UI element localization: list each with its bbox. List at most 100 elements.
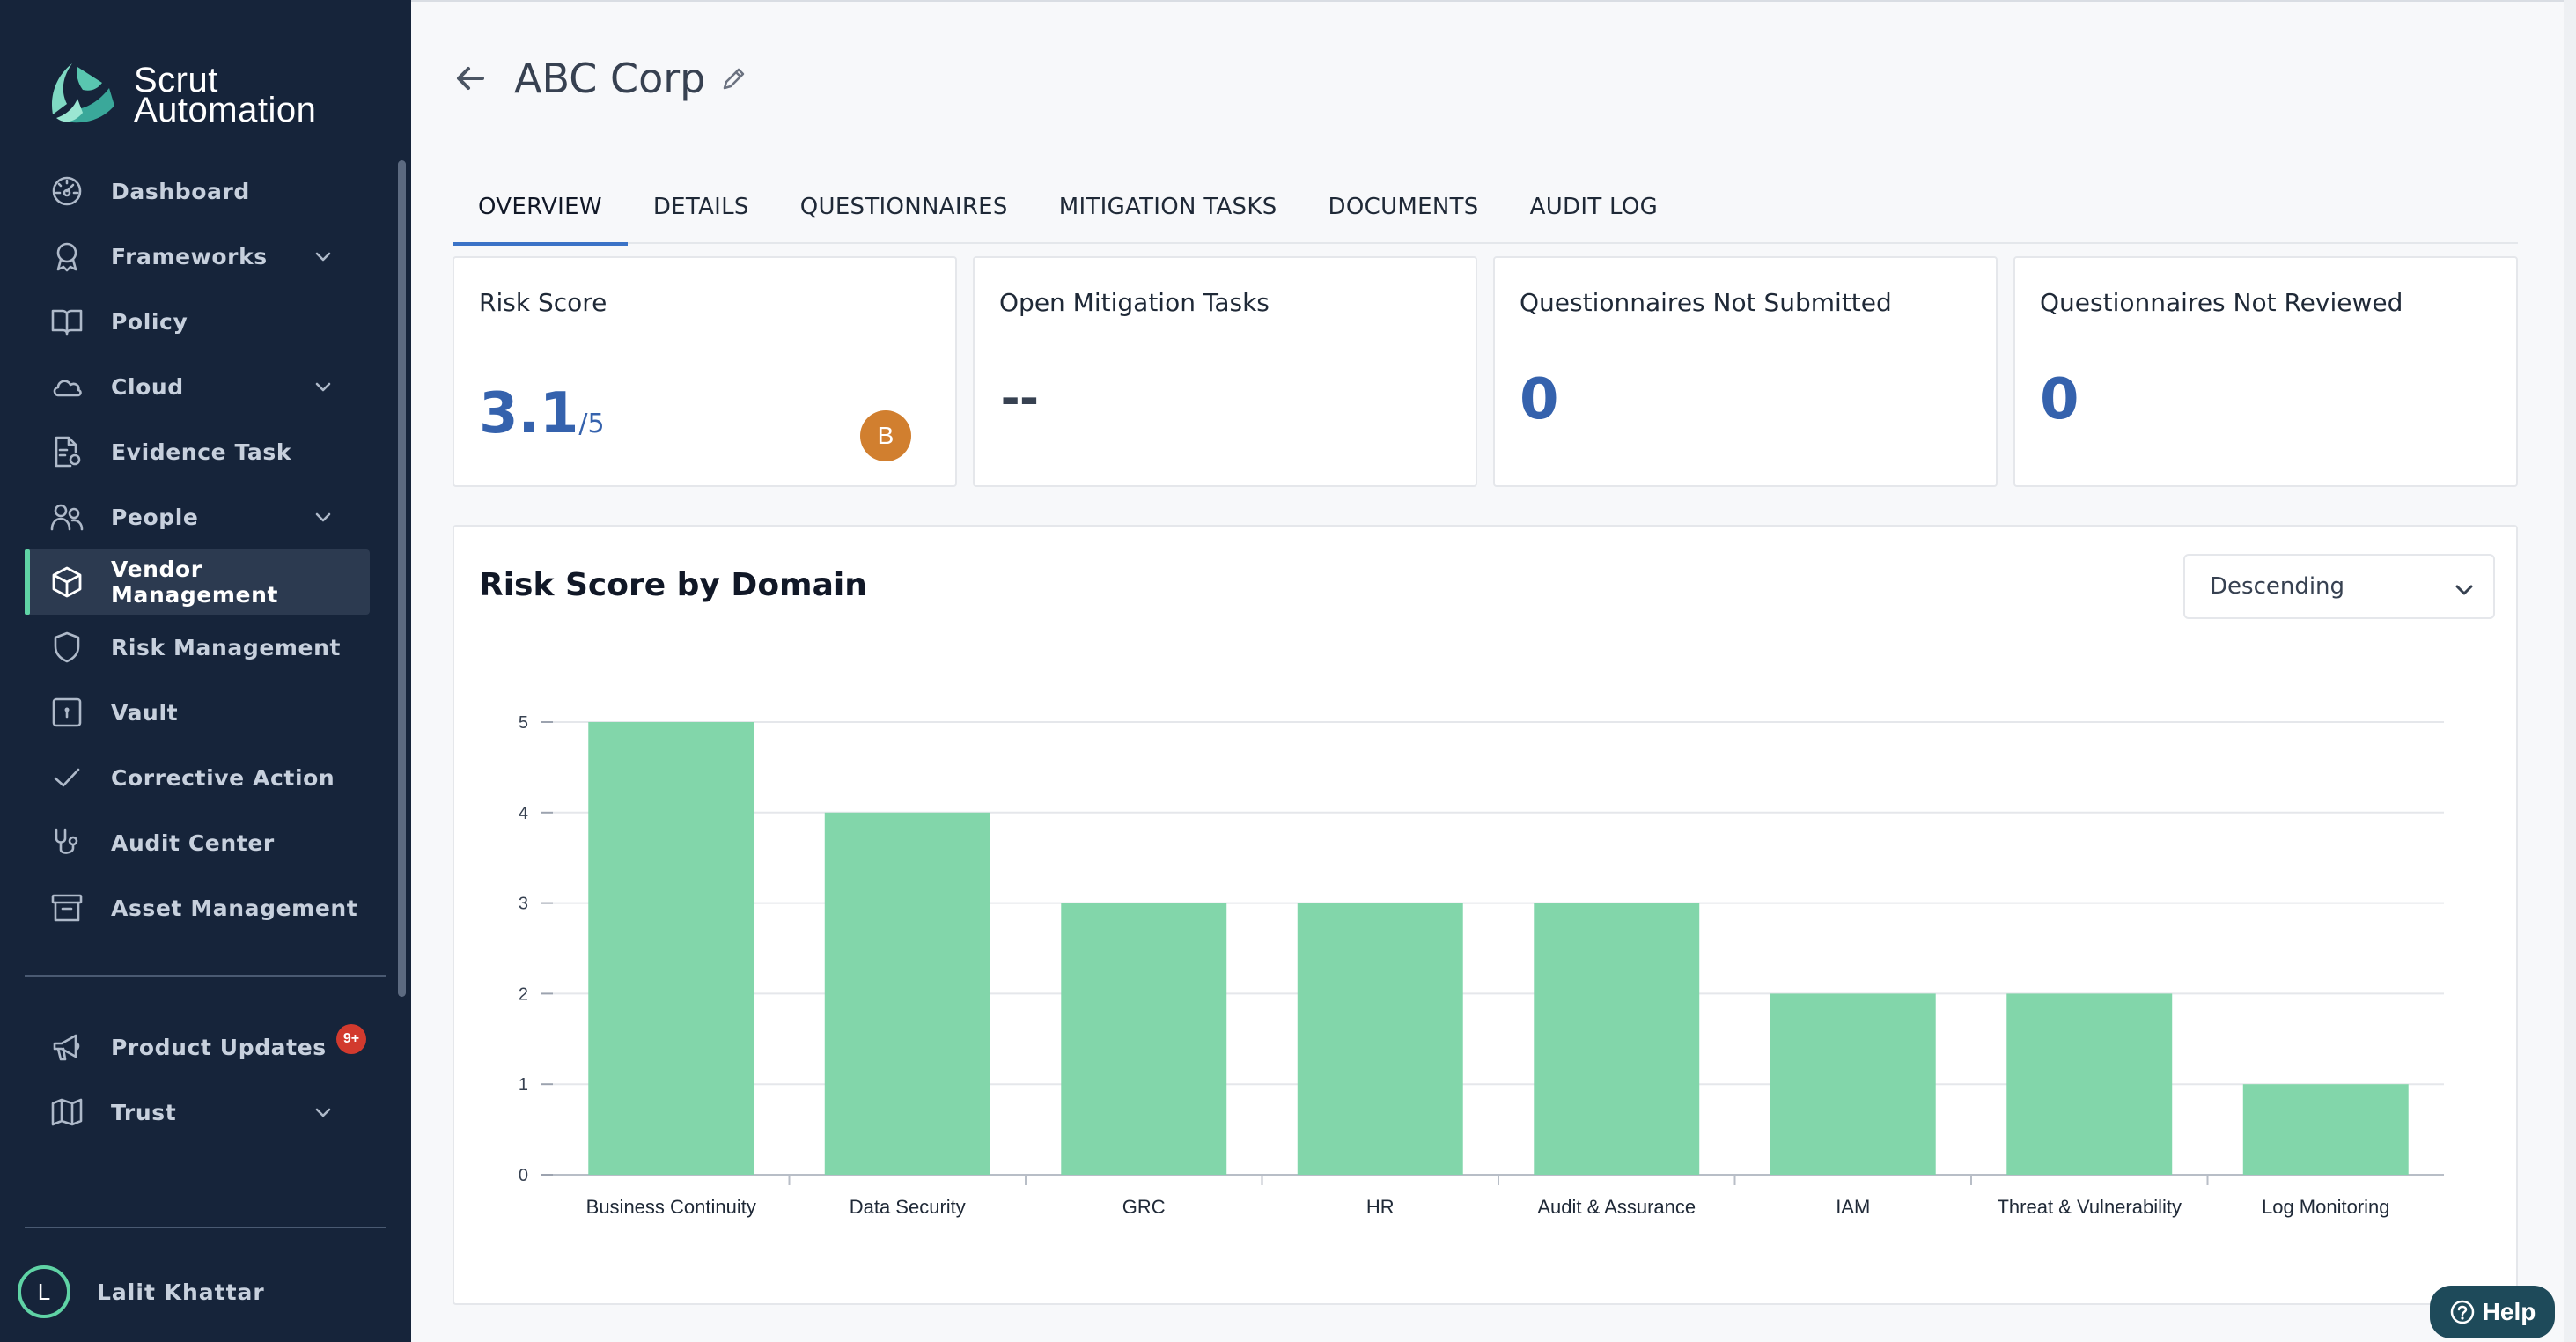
sidebar-item-frameworks[interactable]: Frameworks xyxy=(25,224,370,289)
risk-grade-badge: B xyxy=(860,410,911,461)
bar-hr xyxy=(1297,903,1463,1175)
y-tick-label: 0 xyxy=(519,1166,528,1185)
megaphone-icon xyxy=(49,1029,85,1065)
sidebar-item-label: Audit Center xyxy=(111,830,275,856)
brand-logo[interactable]: Scrut Automation xyxy=(48,60,316,130)
sidebar-item-label: Policy xyxy=(111,308,188,335)
bar-threat-vulnerability xyxy=(2006,993,2173,1175)
bar-business-continuity xyxy=(588,722,754,1175)
user-profile[interactable]: L Lalit Khattar xyxy=(18,1265,265,1318)
page-title: ABC Corp xyxy=(514,55,706,102)
risk-score-title: Risk Score xyxy=(479,288,607,317)
sidebar-item-label: Risk Management xyxy=(111,634,342,660)
edit-pencil-icon[interactable] xyxy=(719,63,749,93)
sidebar-item-policy[interactable]: Policy xyxy=(25,289,370,354)
box-icon xyxy=(49,564,85,600)
sidebar-divider-bottom xyxy=(25,1227,386,1228)
dashboard-icon xyxy=(49,173,85,209)
chevron-down-icon[interactable] xyxy=(313,1102,333,1122)
not-submitted-title: Questionnaires Not Submitted xyxy=(1520,288,1892,317)
sidebar-item-label: Vendor Management xyxy=(111,557,279,608)
shield-icon xyxy=(49,630,85,665)
book-icon xyxy=(49,304,85,339)
sidebar-item-people[interactable]: People xyxy=(25,484,370,549)
award-icon xyxy=(49,239,85,274)
tab-audit-log[interactable]: AUDIT LOG xyxy=(1529,193,1659,220)
archive-icon xyxy=(49,890,85,925)
open-mitigation-tasks-card: Open Mitigation Tasks -- xyxy=(973,256,1477,487)
x-tick-label: IAM xyxy=(1836,1196,1870,1218)
sidebar-item-audit-center[interactable]: Audit Center xyxy=(25,810,370,875)
page-scrollbar[interactable] xyxy=(2564,0,2576,1342)
x-tick-label: Audit & Assurance xyxy=(1537,1196,1696,1218)
sidebar-item-corrective-action[interactable]: Corrective Action xyxy=(25,745,370,810)
sidebar-item-dashboard[interactable]: Dashboard xyxy=(25,159,370,224)
brand-line2: Automation xyxy=(134,91,317,129)
tab-overview[interactable]: OVERVIEW xyxy=(453,169,628,246)
sidebar-item-label: Trust xyxy=(111,1099,177,1125)
y-tick-label: 4 xyxy=(519,804,528,823)
sidebar-item-trust[interactable]: Trust xyxy=(25,1080,370,1145)
top-border xyxy=(411,0,2576,2)
bar-iam xyxy=(1770,993,1936,1175)
sidebar-item-label: People xyxy=(111,504,199,530)
x-tick-label: Business Continuity xyxy=(586,1196,756,1218)
risk-score-by-domain-panel: Risk Score by Domain Descending 0 1 2 3 4 5 Bu… xyxy=(453,525,2518,1305)
questionnaires-not-reviewed-card: Questionnaires Not Reviewed 0 xyxy=(2013,256,2518,487)
chevron-down-icon[interactable] xyxy=(313,247,333,266)
tab-bar: OVERVIEW DETAILS QUESTIONNAIRES MITIGATION … xyxy=(453,169,2518,246)
sidebar-scrollbar[interactable] xyxy=(398,160,406,997)
y-tick-label: 5 xyxy=(519,713,528,733)
document-gear-icon xyxy=(49,434,85,469)
cloud-icon xyxy=(49,369,85,404)
tab-documents[interactable]: DOCUMENTS xyxy=(1328,193,1479,220)
sidebar-item-label: Dashboard xyxy=(111,178,250,204)
x-tick-label: Log Monitoring xyxy=(2262,1196,2390,1218)
user-name: Lalit Khattar xyxy=(97,1279,265,1305)
sidebar-nav: Dashboard Frameworks Policy Cloud Evidence T… xyxy=(25,159,370,940)
sidebar-item-evidence-task[interactable]: Evidence Task xyxy=(25,419,370,484)
sidebar-divider xyxy=(25,975,386,977)
x-tick-label: Data Security xyxy=(850,1196,966,1218)
question-circle-icon xyxy=(2450,1300,2474,1324)
sidebar-item-label: Cloud xyxy=(111,373,184,400)
x-tick-label: GRC xyxy=(1122,1196,1166,1218)
sidebar-item-label: Vault xyxy=(111,699,179,726)
brand-name: Scrut Automation xyxy=(134,63,317,129)
vault-icon xyxy=(49,695,85,730)
sidebar-item-vendor-management[interactable]: Vendor Management xyxy=(25,549,370,615)
scrut-logo-icon xyxy=(51,63,114,123)
open-tasks-title: Open Mitigation Tasks xyxy=(999,288,1270,317)
x-tick-label: HR xyxy=(1366,1196,1395,1218)
risk-score-number: 3.1 xyxy=(479,381,579,446)
sidebar-item-label: Frameworks xyxy=(111,243,268,269)
sidebar-item-vault[interactable]: Vault xyxy=(25,680,370,745)
sidebar-item-label: Product Updates xyxy=(111,1034,327,1060)
chevron-down-icon[interactable] xyxy=(313,507,333,527)
tab-mitigation-tasks[interactable]: MITIGATION TASKS xyxy=(1058,193,1277,220)
page-header: ABC Corp xyxy=(451,55,749,102)
y-tick-label: 3 xyxy=(519,895,528,914)
sidebar-item-label: Asset Management xyxy=(111,895,358,921)
sidebar-item-label: Evidence Task xyxy=(111,439,292,465)
x-tick-label: Threat & Vulnerability xyxy=(1997,1196,2182,1218)
sidebar: Scrut Automation Dashboard Frameworks Poli… xyxy=(0,0,411,1342)
help-button[interactable]: Help xyxy=(2430,1286,2555,1338)
open-tasks-value: -- xyxy=(1001,365,1039,428)
back-arrow-icon[interactable] xyxy=(451,59,489,98)
sidebar-item-asset-management[interactable]: Asset Management xyxy=(25,875,370,940)
questionnaires-not-submitted-card: Questionnaires Not Submitted 0 xyxy=(1493,256,1998,487)
not-reviewed-value: 0 xyxy=(2040,367,2079,432)
sidebar-item-cloud[interactable]: Cloud xyxy=(25,354,370,419)
tab-details[interactable]: DETAILS xyxy=(652,193,749,220)
sidebar-nav-bottom: Product Updates Trust xyxy=(25,1014,370,1145)
tab-questionnaires[interactable]: QUESTIONNAIRES xyxy=(799,193,1008,220)
sidebar-item-product-updates[interactable]: Product Updates xyxy=(25,1014,370,1080)
product-updates-badge: 9+ xyxy=(336,1024,366,1054)
sidebar-item-risk-management[interactable]: Risk Management xyxy=(25,615,370,680)
sort-order-value: Descending xyxy=(2210,573,2345,600)
stethoscope-icon xyxy=(49,825,85,860)
sort-order-select[interactable]: Descending xyxy=(2183,554,2495,619)
chart-title: Risk Score by Domain xyxy=(479,567,867,603)
chevron-down-icon[interactable] xyxy=(313,377,333,396)
